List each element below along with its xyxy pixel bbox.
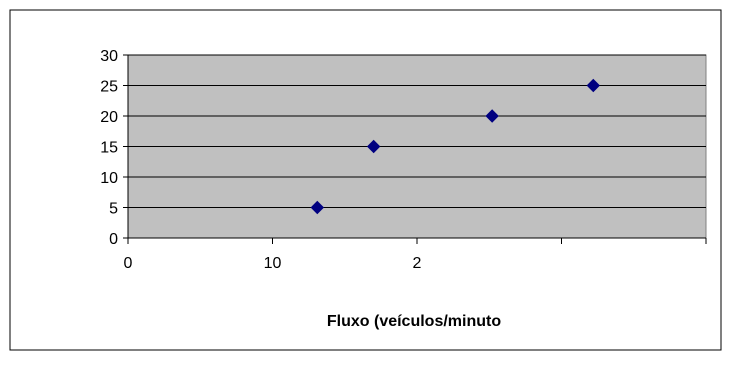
data-point (586, 78, 600, 93)
data-points (310, 78, 600, 215)
y-tick-label: 20 (100, 109, 118, 126)
x-tick-label: 0 (124, 255, 133, 272)
tick-labels: 0 5 10 15 20 25 30 0 10 2 (100, 48, 421, 272)
y-tick-label: 25 (100, 79, 118, 96)
x-tick-label: 2 (413, 255, 422, 272)
y-tick-label: 5 (109, 201, 118, 218)
x-axis-title: Fluxo (veículos/minuto (327, 313, 501, 330)
y-tick-label: 30 (100, 48, 118, 65)
y-tick-label: 15 (100, 140, 118, 157)
data-point (310, 200, 325, 215)
data-point (366, 139, 381, 154)
gridlines (128, 54, 706, 208)
x-tick-label: 10 (264, 255, 282, 272)
data-point (485, 109, 499, 123)
axes (123, 54, 707, 244)
y-tick-label: 10 (100, 170, 118, 187)
y-tick-label: 0 (109, 231, 118, 248)
